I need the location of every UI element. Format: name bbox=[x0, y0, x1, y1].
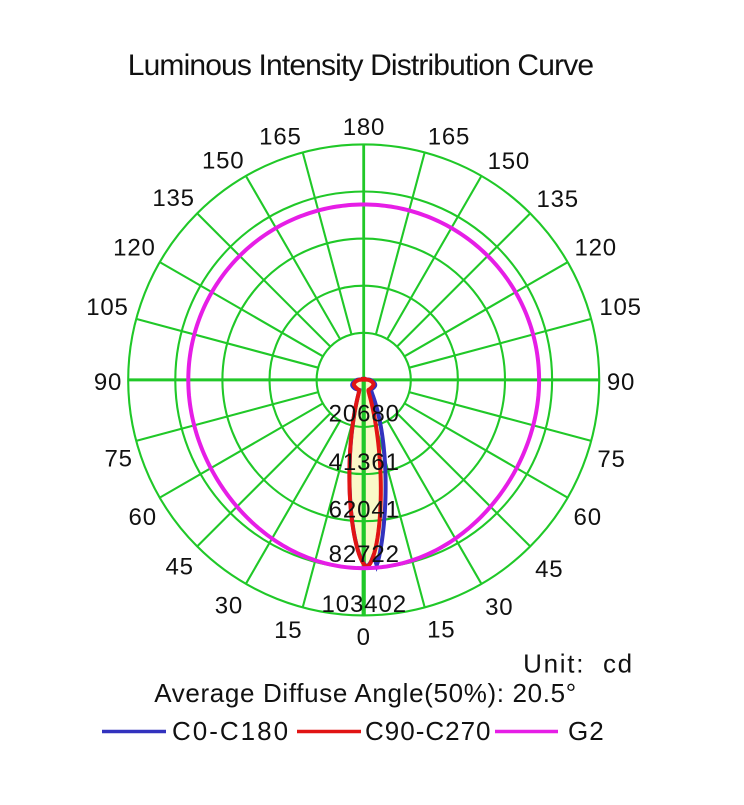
svg-text:135: 135 bbox=[152, 185, 194, 212]
svg-text:15: 15 bbox=[427, 617, 455, 644]
svg-text:60: 60 bbox=[574, 504, 602, 531]
svg-text:180: 180 bbox=[343, 114, 385, 141]
svg-text:45: 45 bbox=[535, 556, 563, 583]
svg-text:82722: 82722 bbox=[329, 541, 400, 568]
svg-text:41361: 41361 bbox=[329, 449, 400, 476]
svg-text:Unit: cd: Unit: cd bbox=[523, 648, 634, 678]
svg-text:G2: G2 bbox=[568, 716, 605, 746]
svg-text:20680: 20680 bbox=[329, 401, 400, 428]
svg-text:105: 105 bbox=[599, 294, 641, 321]
svg-text:105: 105 bbox=[86, 294, 128, 321]
svg-text:C0-C180: C0-C180 bbox=[172, 716, 290, 746]
svg-text:30: 30 bbox=[485, 594, 513, 621]
svg-text:62041: 62041 bbox=[329, 496, 400, 523]
svg-text:90: 90 bbox=[607, 369, 635, 396]
svg-text:Luminous Intensity Distributio: Luminous Intensity Distribution Curve bbox=[128, 49, 594, 82]
svg-text:150: 150 bbox=[488, 148, 530, 175]
svg-text:C90-C270: C90-C270 bbox=[365, 716, 492, 746]
svg-text:Average Diffuse Angle(50%): 20: Average Diffuse Angle(50%): 20.5° bbox=[154, 678, 577, 708]
svg-text:60: 60 bbox=[129, 504, 157, 531]
svg-text:0: 0 bbox=[357, 624, 371, 651]
svg-text:135: 135 bbox=[536, 186, 578, 213]
svg-text:165: 165 bbox=[428, 124, 470, 151]
svg-text:30: 30 bbox=[215, 593, 243, 620]
svg-text:103402: 103402 bbox=[322, 591, 408, 618]
svg-text:150: 150 bbox=[202, 147, 244, 174]
svg-text:90: 90 bbox=[94, 369, 122, 396]
svg-text:75: 75 bbox=[104, 446, 132, 473]
svg-text:120: 120 bbox=[113, 234, 155, 261]
svg-text:45: 45 bbox=[165, 554, 193, 581]
svg-text:120: 120 bbox=[574, 235, 616, 262]
svg-text:165: 165 bbox=[259, 123, 301, 150]
svg-text:15: 15 bbox=[274, 617, 302, 644]
svg-text:75: 75 bbox=[597, 446, 625, 473]
